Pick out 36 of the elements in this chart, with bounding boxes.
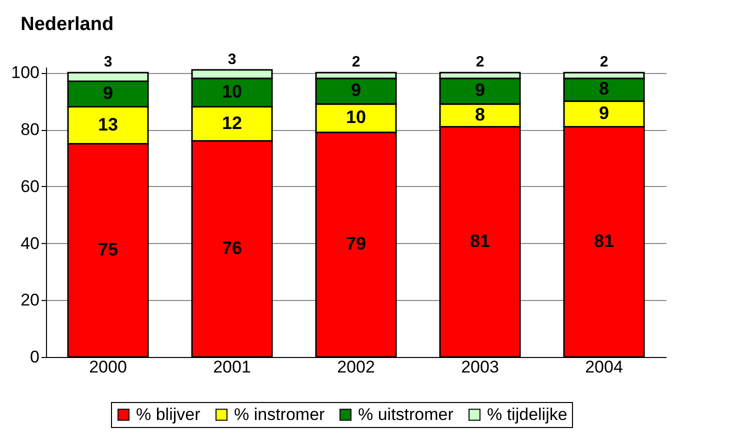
data-label: 3 (228, 50, 236, 68)
y-tick-label: 60 (20, 176, 40, 196)
data-label: 9 (350, 80, 362, 100)
y-tick-label: 0 (30, 348, 40, 366)
legend-label: % tijdelijke (487, 404, 568, 424)
data-label: 79 (346, 234, 366, 254)
data-label: 9 (598, 102, 610, 123)
legend-label: % uitstromer (358, 404, 454, 424)
data-label: 81 (470, 230, 490, 251)
y-tick-label: 40 (20, 234, 40, 253)
y-tick-label: 80 (20, 120, 40, 140)
data-label: 10 (346, 107, 366, 128)
data-label: 81 (594, 230, 614, 251)
data-label: 75 (98, 239, 118, 260)
data-label: 9 (474, 80, 486, 100)
legend-label: % instromer (234, 404, 326, 424)
data-label: 3 (104, 54, 112, 71)
data-label: 2 (600, 54, 608, 71)
data-label: 2 (352, 54, 360, 71)
chart-title: Nederland (20, 14, 114, 35)
x-tick-label: 2002 (337, 358, 375, 376)
data-label: 76 (222, 238, 242, 258)
data-label: 13 (98, 114, 118, 134)
data-label: 9 (102, 83, 114, 104)
data-label: 12 (222, 112, 242, 133)
x-tick-label: 2001 (213, 358, 251, 376)
y-tick-label: 100 (11, 63, 40, 82)
x-tick-label: 2003 (461, 358, 499, 376)
data-label: 2 (476, 54, 484, 71)
data-label: 10 (222, 82, 242, 102)
data-label: 8 (598, 78, 610, 99)
y-tick-label: 20 (20, 290, 40, 310)
data-label: 8 (474, 104, 486, 124)
legend-label: % blijver (136, 404, 201, 424)
x-tick-label: 2004 (585, 358, 623, 376)
x-tick-label: 2000 (89, 358, 127, 376)
